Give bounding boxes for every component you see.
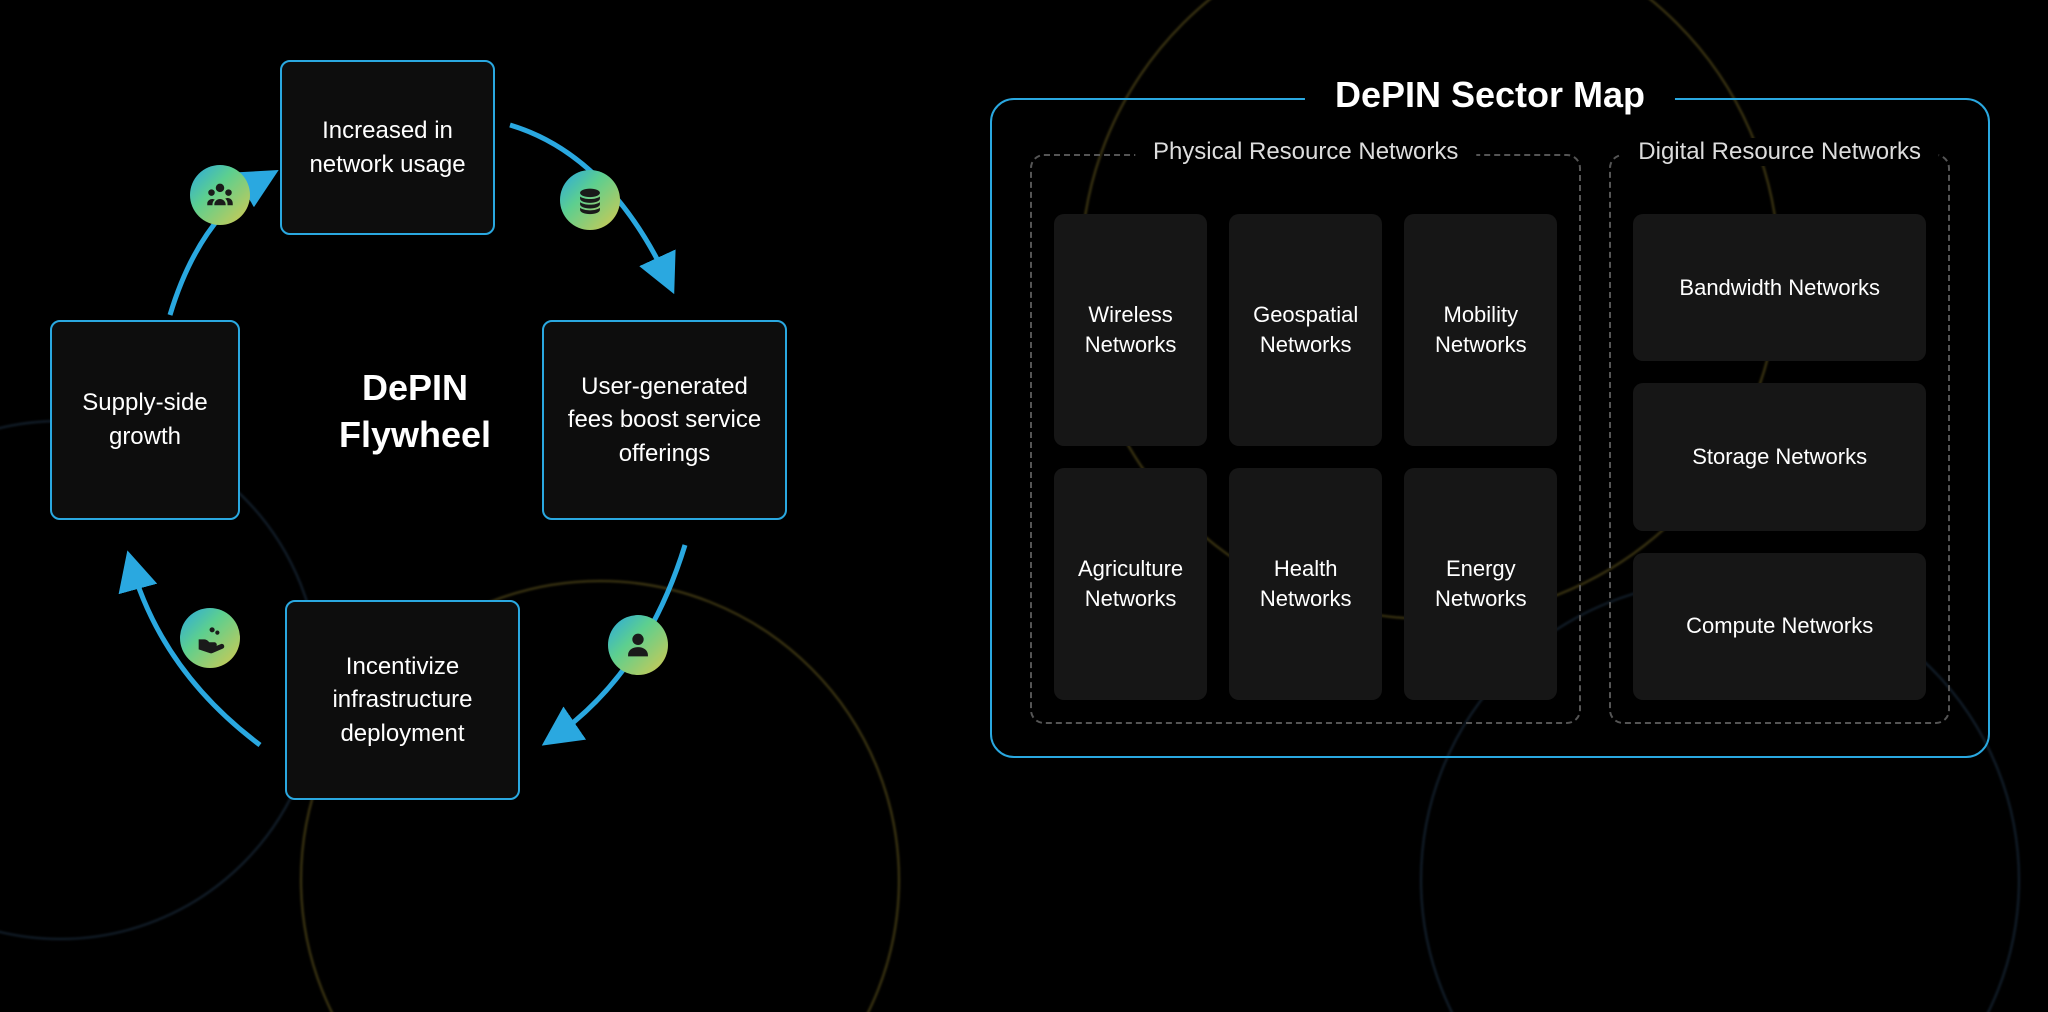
sector-cell: Agriculture Networks xyxy=(1054,468,1207,700)
physical-panel-title: Physical Resource Networks xyxy=(1135,138,1476,166)
digital-resources-panel: Digital Resource Networks Bandwidth Netw… xyxy=(1609,154,1950,724)
sector-cell: Energy Networks xyxy=(1404,468,1557,700)
flywheel-node-bottom: Incentivize infrastructure deployment xyxy=(285,600,520,800)
sector-cell: Storage Networks xyxy=(1633,383,1926,530)
physical-resources-panel: Physical Resource Networks Wireless Netw… xyxy=(1030,154,1581,724)
sector-cell: Geospatial Networks xyxy=(1229,214,1382,446)
digital-panel-title: Digital Resource Networks xyxy=(1620,138,1939,166)
flywheel-diagram: Increased in network usage User-generate… xyxy=(50,60,810,880)
sector-map-title: DePIN Sector Map xyxy=(1305,74,1675,116)
flywheel-node-label: User-generated fees boost service offeri… xyxy=(558,370,771,471)
hand-icon xyxy=(180,608,240,668)
flywheel-node-top: Increased in network usage xyxy=(280,60,495,235)
sector-cell: Wireless Networks xyxy=(1054,214,1207,446)
sector-cell: Health Networks xyxy=(1229,468,1382,700)
flywheel-node-label: Incentivize infrastructure deployment xyxy=(301,650,504,751)
sector-cell: Compute Networks xyxy=(1633,553,1926,700)
coins-icon xyxy=(560,170,620,230)
flywheel-node-left: Supply-side growth xyxy=(50,320,240,520)
flywheel-node-right: User-generated fees boost service offeri… xyxy=(542,320,787,520)
flywheel-center-label: DePINFlywheel xyxy=(330,365,500,459)
sector-cell: Mobility Networks xyxy=(1404,214,1557,446)
flywheel-node-label: Increased in network usage xyxy=(296,114,479,181)
flywheel-node-label: Supply-side growth xyxy=(66,386,224,453)
person-icon xyxy=(608,615,668,675)
sector-map-panel: DePIN Sector Map Physical Resource Netwo… xyxy=(990,98,1990,758)
sector-cell: Bandwidth Networks xyxy=(1633,214,1926,361)
users-icon xyxy=(190,165,250,225)
